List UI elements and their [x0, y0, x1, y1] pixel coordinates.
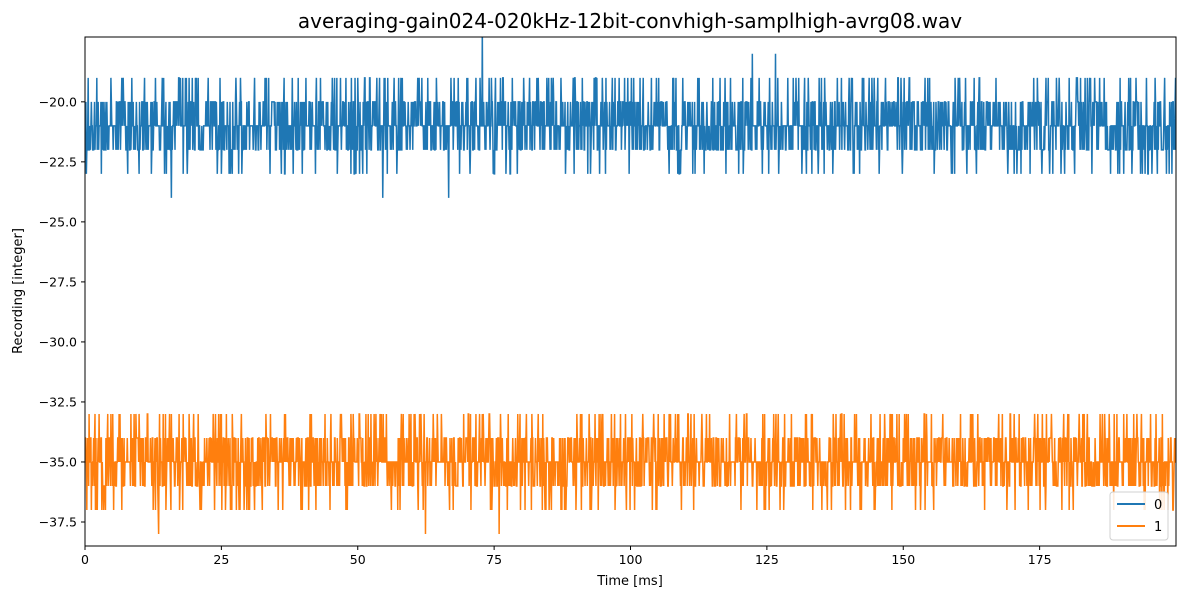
x-tick-label: 75 — [486, 552, 502, 567]
series-layer — [85, 37, 1176, 535]
x-tick-label: 125 — [755, 552, 779, 567]
x-tick-label: 175 — [1028, 552, 1052, 567]
y-tick-label: −37.5 — [39, 514, 77, 529]
x-tick-label: 50 — [350, 552, 366, 567]
x-tick-label: 150 — [891, 552, 915, 567]
y-tick-label: −30.0 — [39, 334, 77, 349]
y-tick-label: −32.5 — [39, 394, 77, 409]
x-axis: 0 25 50 75 100 125 150 175 — [81, 546, 1052, 567]
x-tick-label: 25 — [213, 552, 229, 567]
y-tick-label: −22.5 — [39, 154, 77, 169]
y-axis-label: Recording [integer] — [11, 228, 26, 354]
chart-title: averaging-gain024-020kHz-12bit-convhigh-… — [298, 9, 962, 33]
y-axis: −20.0 −22.5 −25.0 −27.5 −30.0 −32.5 −35.0 −37.5 — [39, 94, 85, 529]
x-axis-label: Time [ms] — [596, 574, 663, 589]
x-tick-label: 100 — [619, 552, 643, 567]
legend-label-1: 1 — [1154, 520, 1162, 535]
y-tick-label: −27.5 — [39, 274, 77, 289]
y-tick-label: −25.0 — [39, 214, 77, 229]
series-line-0 — [85, 37, 1176, 198]
legend-label-0: 0 — [1154, 498, 1162, 513]
legend: 0 1 — [1109, 491, 1169, 541]
y-tick-label: −20.0 — [39, 94, 77, 109]
y-tick-label: −35.0 — [39, 454, 77, 469]
x-tick-label: 0 — [81, 552, 89, 567]
series-line-1 — [85, 413, 1176, 535]
